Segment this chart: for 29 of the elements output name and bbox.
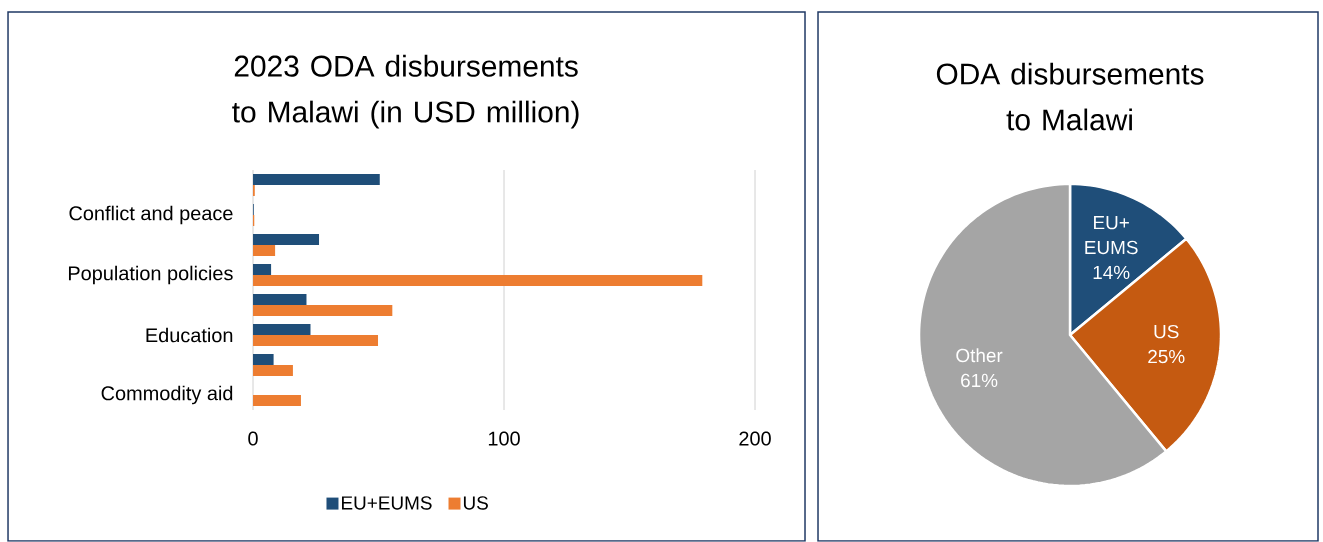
y-tick-label: Education (146, 327, 233, 343)
data-label: 25% (1148, 349, 1185, 364)
data-label: 14% (1093, 265, 1130, 280)
bar (253, 335, 379, 347)
slice-label: Other (956, 348, 1003, 363)
y-tick-label: Population policies (68, 265, 233, 285)
bar (253, 275, 703, 287)
x-tick-label: 100 (488, 431, 520, 446)
chart-title: ODA disbursements to Malawi (936, 62, 1204, 131)
bar (253, 395, 301, 407)
bar (253, 354, 274, 366)
bar (253, 365, 293, 377)
legend-label: US (463, 496, 488, 510)
bar (253, 234, 320, 246)
bar (253, 324, 311, 336)
y-tick-label: Conflict and peace (69, 205, 233, 225)
y-tick-label: Commodity aid (101, 385, 233, 405)
data-label: 61% (961, 373, 998, 388)
slice-label: EU+ EUMS (1085, 216, 1138, 255)
legend-label: EU+EUMS (342, 496, 432, 510)
chart-title: 2023 ODA disbursements to Malawi (in USD million) (232, 54, 579, 129)
slice-label: US (1154, 325, 1179, 339)
bar (253, 174, 380, 186)
bar (253, 294, 307, 306)
bar (253, 245, 276, 257)
bar (253, 264, 272, 276)
x-tick-label: 0 (248, 431, 258, 446)
x-tick-label: 200 (739, 431, 771, 446)
bar (253, 305, 393, 317)
